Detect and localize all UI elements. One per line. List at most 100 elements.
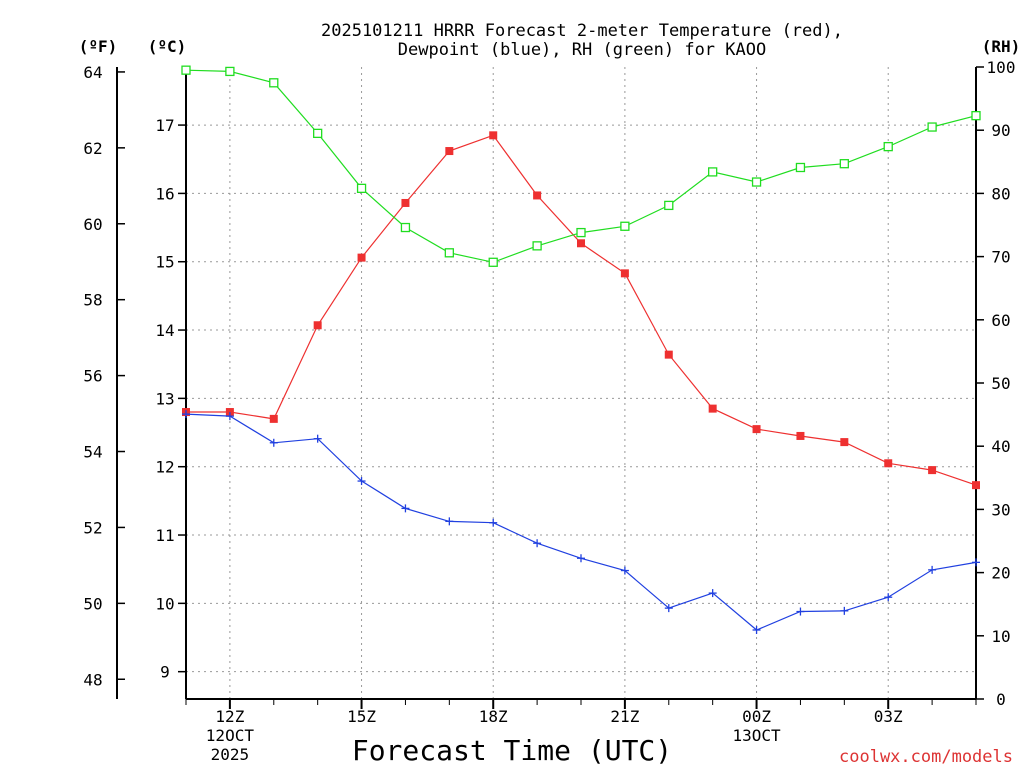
dewpoint-point	[357, 477, 366, 486]
celsius-tick-label: 16	[155, 184, 174, 203]
temperature-point	[664, 350, 673, 359]
watermark: coolwx.com/models	[839, 747, 1013, 767]
rh-tick-label: 60	[991, 311, 1010, 330]
rh-point	[576, 227, 586, 238]
dewpoint-point	[489, 518, 498, 527]
celsius-tick-label: 9	[160, 663, 170, 682]
temperature-point	[840, 438, 849, 447]
dewpoint-point	[313, 434, 322, 443]
rh-point	[927, 122, 937, 132]
temperature-point	[884, 459, 893, 468]
chart-title-line2: Dewpoint (blue), RH (green) for KAOO	[398, 40, 766, 60]
fahrenheit-tick-label: 62	[83, 139, 102, 158]
grid	[186, 67, 976, 699]
temperature-point	[489, 131, 498, 140]
rh-point	[839, 159, 849, 169]
rh-tick-label: 70	[991, 248, 1010, 267]
x-tick-label: 00Z	[742, 707, 771, 726]
x-tick-label: 2025	[211, 745, 250, 764]
rh-point	[708, 167, 718, 177]
rh-point	[971, 111, 981, 121]
rh-point	[664, 200, 674, 211]
dewpoint-point	[928, 565, 937, 574]
fahrenheit-tick-label: 58	[83, 291, 102, 310]
rh-tick-label: 80	[991, 184, 1010, 203]
rh-point	[313, 128, 323, 139]
rh-tick-label: 0	[996, 690, 1006, 709]
temperature-point	[313, 321, 322, 330]
x-tick-label: 15Z	[347, 707, 376, 726]
rh-point	[488, 257, 498, 267]
rh-tick-label: 30	[991, 500, 1010, 519]
rh-point	[444, 248, 454, 258]
rh-point	[883, 141, 893, 152]
fahrenheit-tick-label: 60	[83, 215, 102, 234]
rh-tick-label: 50	[991, 374, 1010, 393]
dewpoint-point	[225, 412, 234, 421]
temperature-point	[928, 466, 937, 475]
axes	[116, 66, 984, 709]
celsius-tick-label: 17	[155, 116, 174, 135]
dewpoint-point	[752, 625, 761, 634]
temperature-point	[972, 481, 980, 490]
celsius-tick-label: 11	[155, 526, 174, 545]
celsius-unit-label: (ºC)	[148, 37, 187, 56]
x-tick-label: 12OCT	[206, 726, 255, 745]
temperature-point	[269, 414, 278, 423]
rh-tick-label: 40	[991, 437, 1010, 456]
dewpoint-point	[884, 593, 893, 602]
fahrenheit-tick-label: 52	[83, 518, 102, 537]
temperature-point	[401, 198, 410, 207]
celsius-tick-label: 10	[155, 594, 174, 613]
x-tick-label: 18Z	[479, 707, 508, 726]
temperature-point	[357, 253, 366, 262]
dewpoint-point	[401, 504, 410, 513]
rh-tick-label: 100	[987, 58, 1016, 77]
celsius-tick-label: 14	[155, 321, 174, 340]
temperature-point	[225, 408, 234, 417]
dewpoint-point	[445, 517, 454, 526]
celsius-tick-label: 13	[155, 389, 174, 408]
dewpoint-point	[796, 607, 805, 616]
rh-point	[620, 221, 630, 231]
dewpoint-point	[840, 606, 849, 615]
rh-point	[751, 177, 762, 187]
temperature-point	[577, 239, 585, 248]
fahrenheit-unit-label: (ºF)	[79, 37, 118, 56]
dewpoint-point	[182, 410, 190, 419]
dewpoint-point	[269, 438, 278, 447]
fahrenheit-tick-label: 48	[83, 670, 102, 689]
rh-point	[181, 65, 191, 75]
rh-point	[269, 78, 279, 88]
rh-point	[795, 162, 806, 173]
dewpoint-point	[620, 566, 629, 575]
dewpoint-line	[185, 413, 977, 631]
data-series	[181, 65, 981, 634]
fahrenheit-tick-label: 64	[83, 63, 102, 82]
rh-unit-label: (RH)	[982, 37, 1021, 56]
rh-tick-label: 20	[991, 564, 1010, 583]
fahrenheit-tick-label: 54	[83, 443, 102, 462]
fahrenheit-tick-label: 56	[83, 367, 102, 386]
temperature-point	[752, 425, 761, 434]
rh-point	[356, 183, 367, 193]
dewpoint-point	[708, 589, 717, 598]
temperature-point	[620, 269, 629, 278]
rh-tick-label: 90	[991, 121, 1010, 140]
temperature-point	[533, 191, 542, 200]
temperature-point	[708, 404, 717, 413]
rh-point	[400, 222, 411, 233]
chart-title-line1: 2025101211 HRRR Forecast 2-meter Tempera…	[321, 21, 843, 41]
rh-point	[532, 241, 542, 251]
x-tick-label: 13OCT	[732, 726, 781, 745]
temperature-line	[186, 134, 977, 486]
rh-tick-label: 10	[991, 627, 1010, 646]
x-tick-label: 21Z	[610, 707, 639, 726]
temperature-point	[796, 431, 805, 440]
x-tick-label: 03Z	[874, 707, 903, 726]
x-axis-label: Forecast Time (UTC)	[352, 734, 672, 767]
dewpoint-point	[577, 554, 585, 563]
fahrenheit-tick-label: 50	[83, 594, 102, 613]
